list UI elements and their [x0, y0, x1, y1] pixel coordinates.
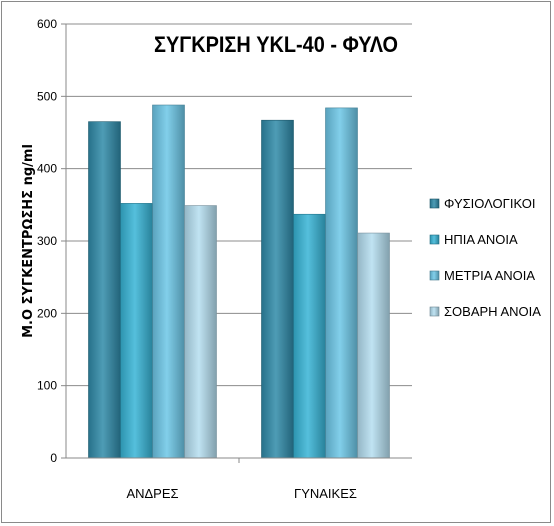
y-tick-label: 300	[37, 234, 57, 248]
legend-label: ΗΠΙΑ ΑΝΟΙΑ	[444, 232, 518, 247]
y-axis-label: Μ.Ο ΣΥΓΚΕΝΤΡΩΣΗΣ ng/ml	[21, 144, 36, 338]
bar-0-1	[120, 203, 153, 459]
bar-0-2	[152, 104, 185, 459]
bar-0-3	[184, 205, 217, 459]
x-tick-labels: ΑΝΔΡΕΣ ΓΥΝΑΙΚΕΣ	[126, 458, 357, 501]
legend-swatch	[429, 234, 440, 245]
bars	[88, 104, 390, 459]
x-tick-label: ΓΥΝΑΙΚΕΣ	[294, 486, 357, 501]
y-tick-label: 0	[50, 451, 57, 465]
y-tick-labels: 0 100 200 300 400 500 600	[37, 17, 66, 465]
y-tick-label: 600	[37, 17, 57, 31]
y-tick-label: 100	[37, 379, 57, 393]
x-tick-label: ΑΝΔΡΕΣ	[126, 486, 178, 501]
legend-swatch	[429, 306, 440, 317]
legend: ΦΥΣΙΟΛΟΓΙΚΟΙ ΗΠΙΑ ΑΝΟΙΑ ΜΕΤΡΙΑ ΑΝΟΙΑ ΣΟΒΑΡΗ…	[429, 196, 541, 319]
y-tick-label: 200	[37, 306, 57, 320]
legend-label: ΣΟΒΑΡΗ ΑΝΟΙΑ	[444, 304, 541, 319]
legend-swatch	[429, 198, 440, 209]
bar-1-2	[325, 107, 358, 459]
chart-title: ΣΥΓΚΡΙΣΗ YKL-40 - ΦΥΛΟ	[154, 32, 398, 57]
bar-1-1	[293, 213, 326, 459]
y-tick-label: 500	[37, 89, 57, 103]
legend-label: ΜΕΤΡΙΑ ΑΝΟΙΑ	[444, 268, 535, 283]
legend-label: ΦΥΣΙΟΛΟΓΙΚΟΙ	[444, 196, 535, 211]
bar-1-0	[261, 119, 294, 459]
legend-swatch	[429, 270, 440, 281]
bar-1-3	[357, 232, 390, 459]
bar-0-0	[88, 121, 121, 459]
y-tick-label: 400	[37, 162, 57, 176]
